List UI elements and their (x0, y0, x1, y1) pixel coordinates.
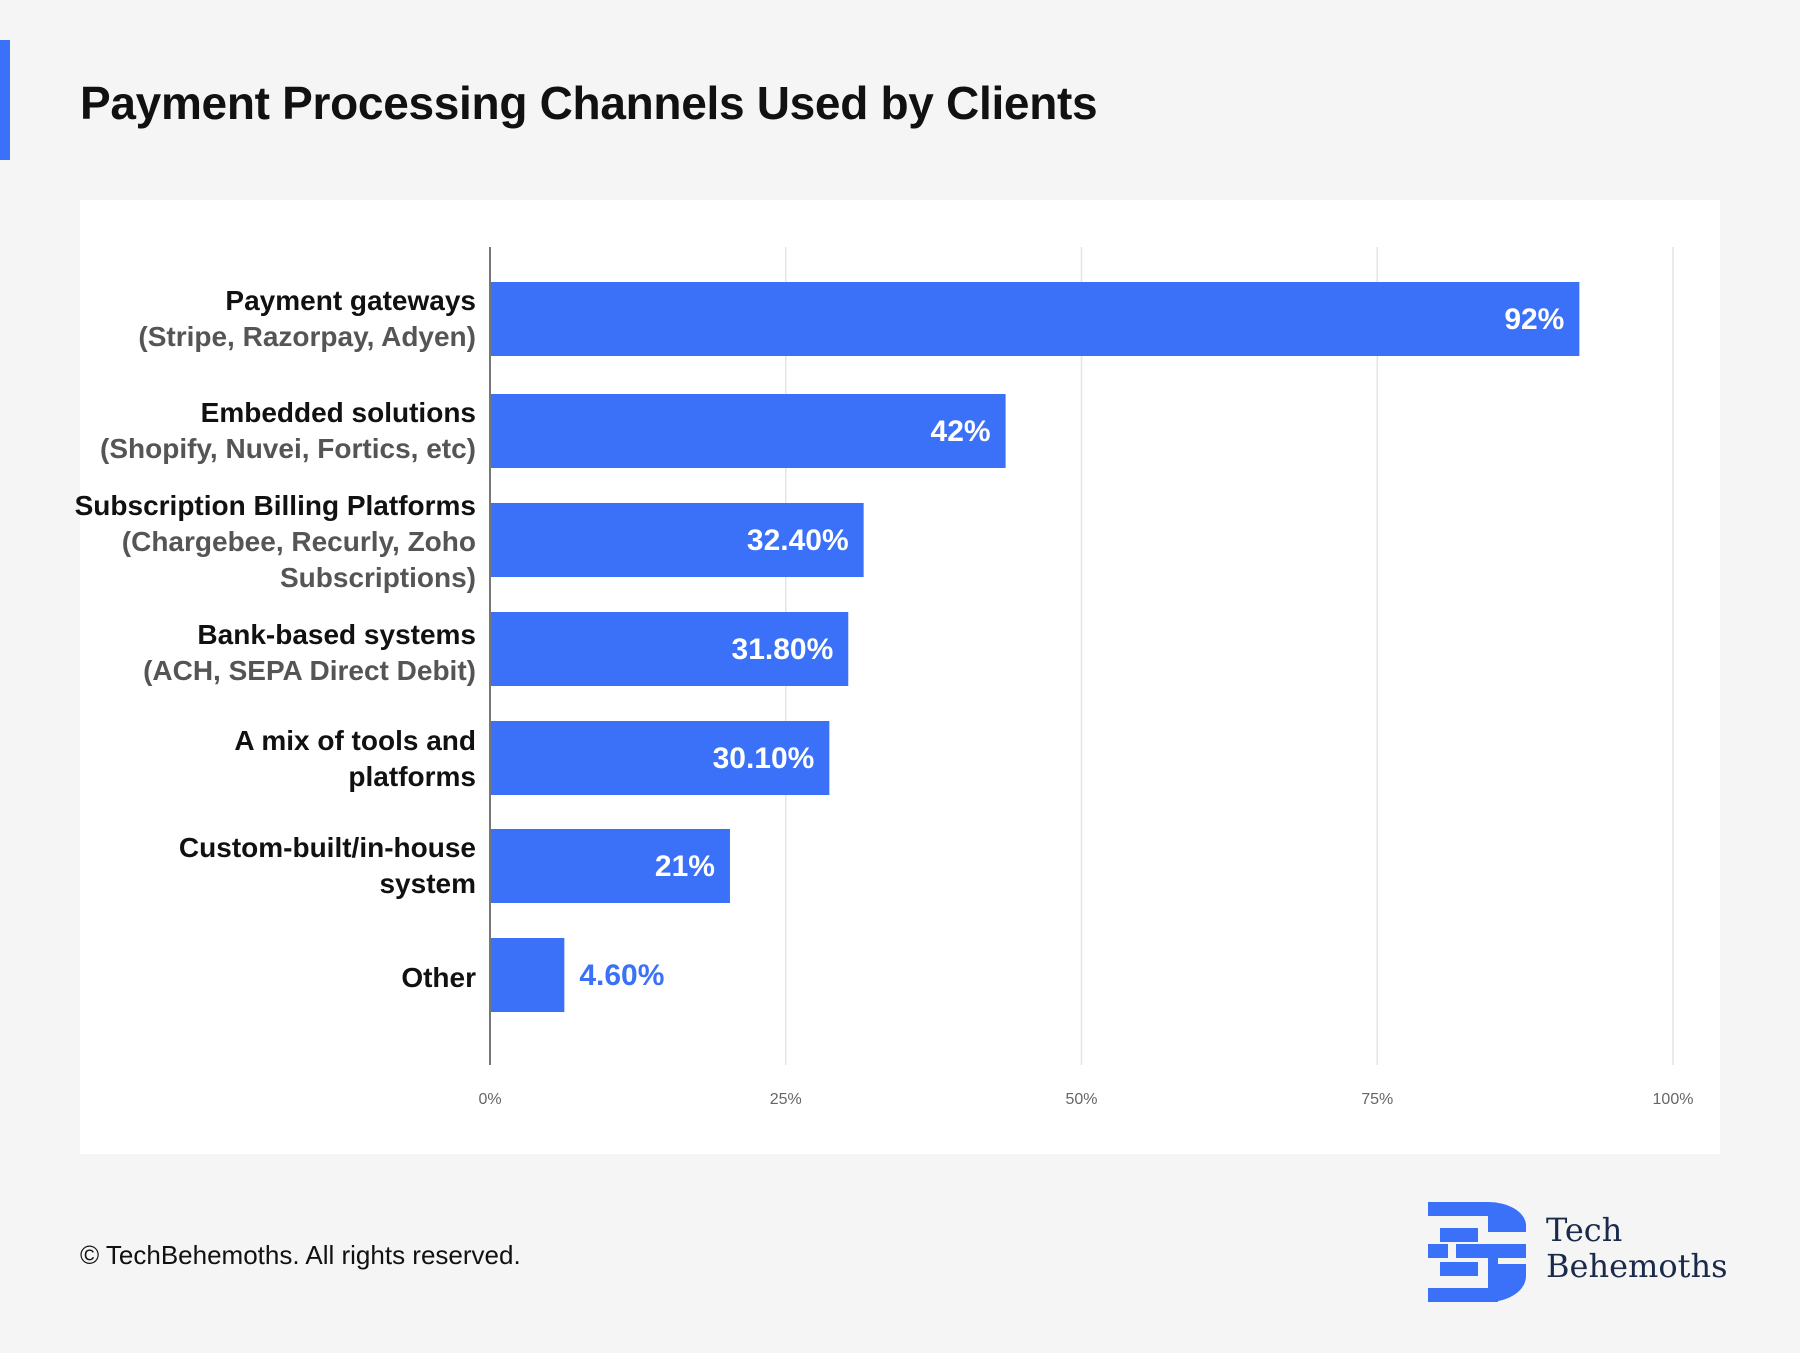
bar (491, 394, 1006, 468)
bar (491, 938, 565, 1012)
x-tick-label: 100% (1653, 1091, 1694, 1108)
brand-line-2: Behemoths (1546, 1247, 1728, 1285)
accent-bar (0, 40, 10, 160)
x-tick-label: 25% (770, 1091, 802, 1108)
brand-line-1: Tech (1546, 1211, 1623, 1249)
x-tick-label: 50% (1065, 1091, 1097, 1108)
category-label-payment-gateways: Payment gateways (Stripe, Razorpay, Adye… (138, 285, 476, 352)
bar (491, 282, 1580, 356)
chart-panel (80, 200, 1720, 1154)
bar (491, 612, 849, 686)
techbehemoths-b-logo-icon (1428, 1202, 1526, 1302)
bar-value-label: 30.10% (713, 742, 815, 775)
x-tick-label: 75% (1361, 1091, 1393, 1108)
bar (491, 503, 864, 577)
copyright-footer: © TechBehemoths. All rights reserved. (80, 1240, 521, 1270)
bar-value-label: 4.60% (579, 959, 664, 992)
x-tick-label: 0% (478, 1091, 501, 1108)
category-label-other: Other (401, 962, 476, 993)
category-label-bank-based: Bank-based systems (ACH, SEPA Direct Deb… (143, 619, 476, 686)
brand-name: Tech Behemoths (1546, 1212, 1728, 1284)
category-label-mix-of-tools: A mix of tools and platforms (234, 725, 476, 792)
bar-value-label: 31.80% (732, 633, 834, 666)
page-title: Payment Processing Channels Used by Clie… (80, 77, 1098, 129)
category-label-embedded-solutions: Embedded solutions (Shopify, Nuvei, Fort… (100, 397, 476, 464)
category-label-custom-built: Custom-built/in-house system (178, 832, 476, 899)
bar-value-label: 32.40% (747, 524, 849, 557)
bar-value-label: 21% (655, 850, 715, 883)
bar-value-label: 42% (931, 415, 991, 448)
category-label-subscription-billing: Subscription Billing Platforms (Chargebe… (74, 490, 476, 593)
bar (491, 829, 730, 903)
bar (491, 721, 830, 795)
bar-value-label: 92% (1504, 303, 1564, 336)
